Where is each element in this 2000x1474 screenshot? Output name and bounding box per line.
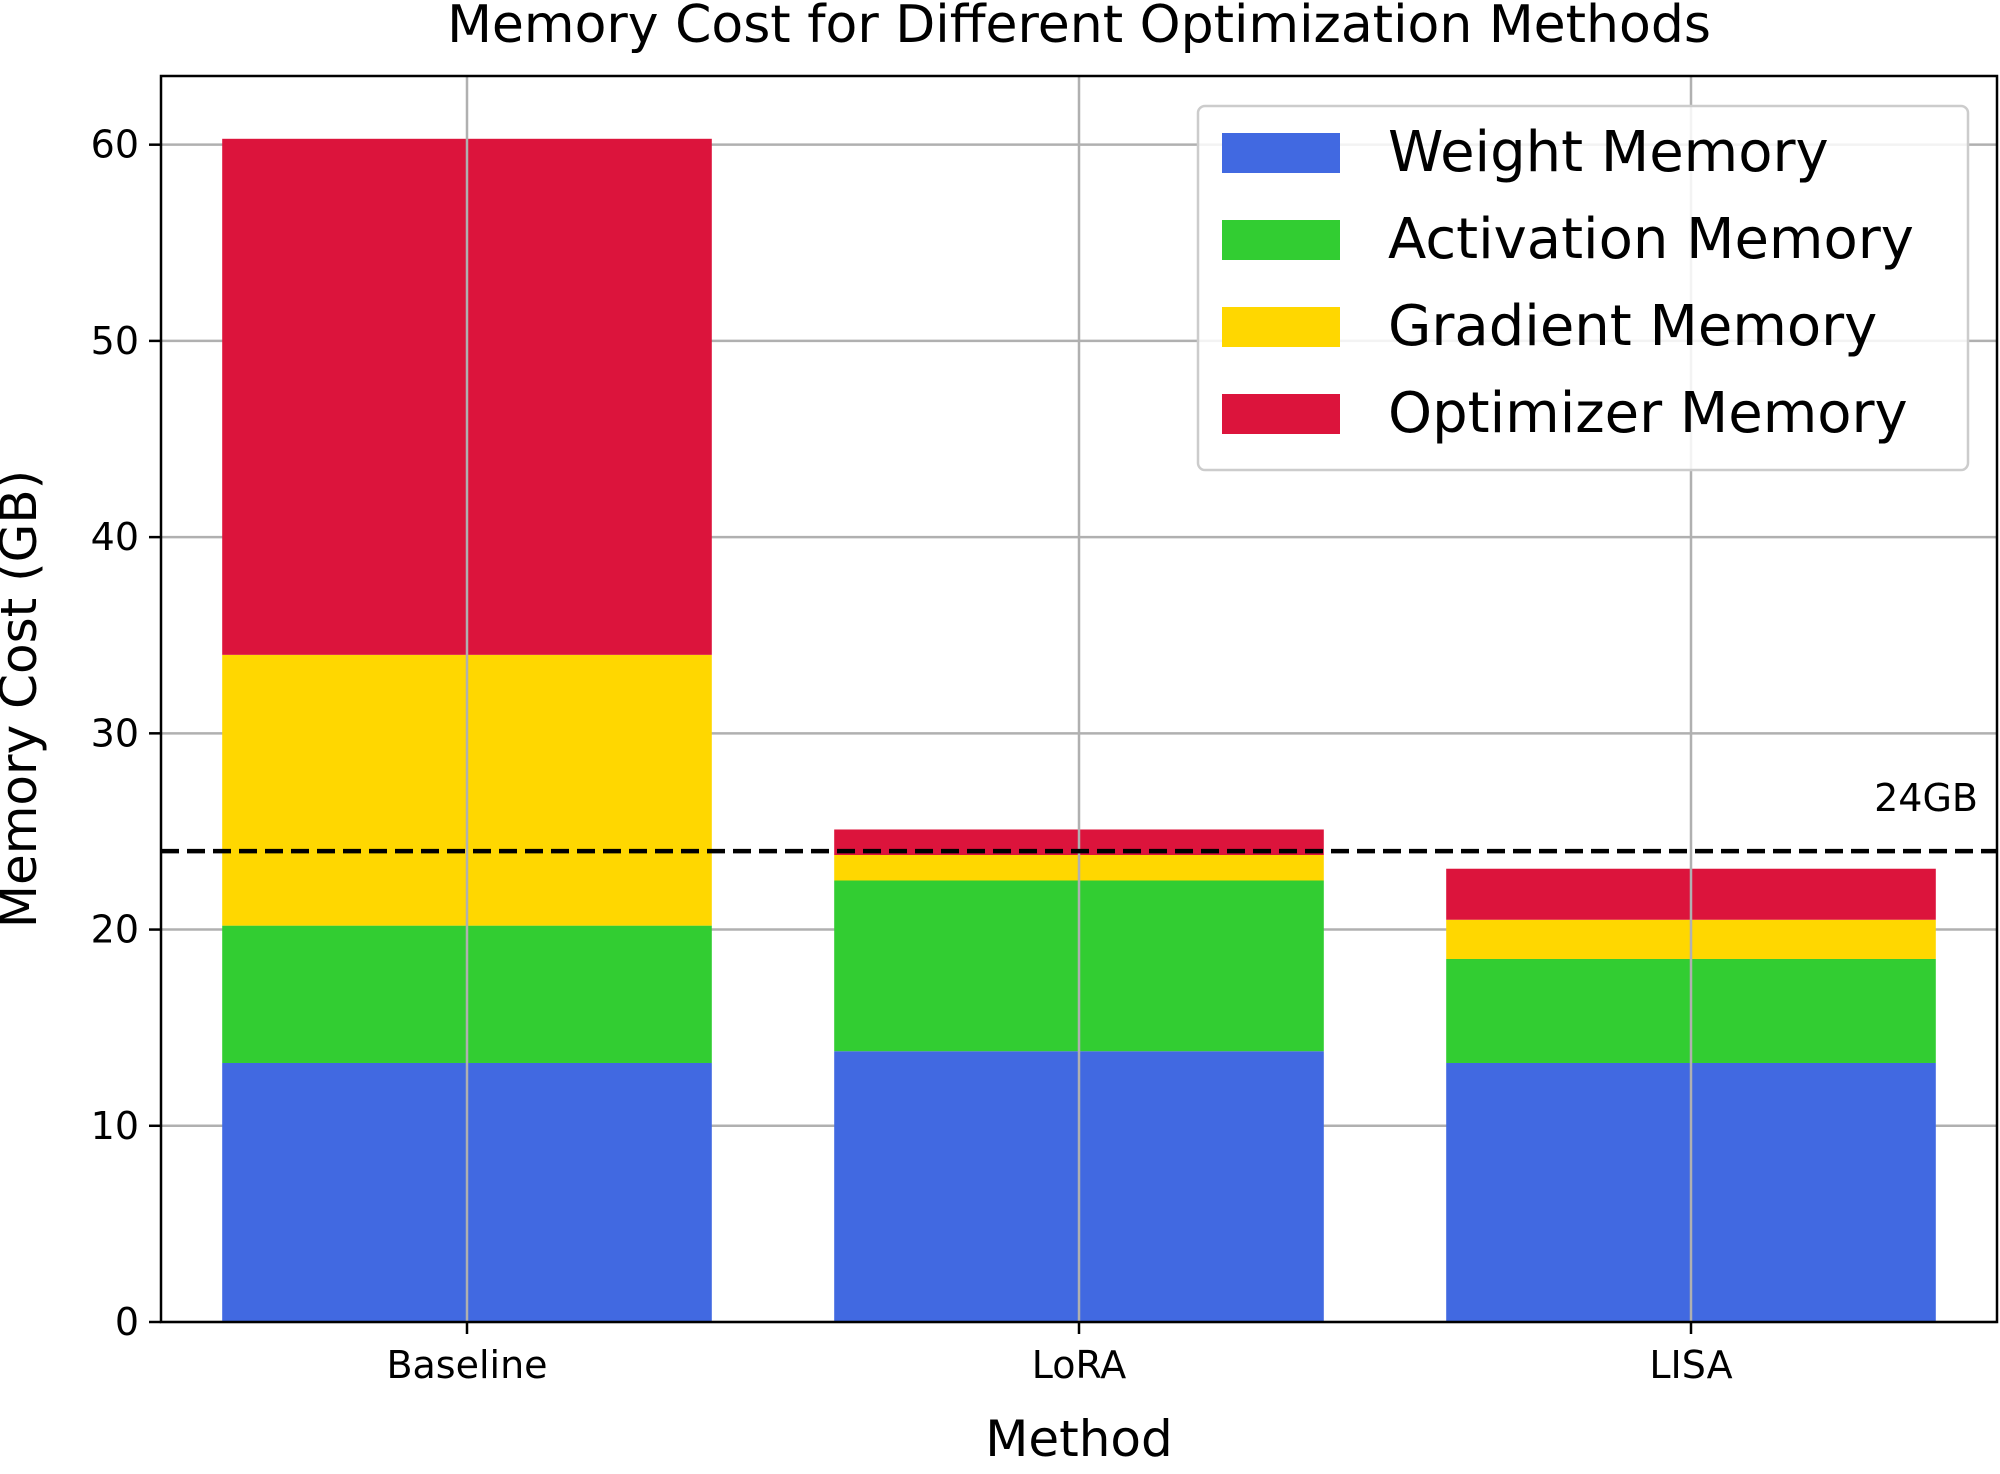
y-tick-label: 50	[91, 319, 139, 363]
legend-label: Gradient Memory	[1388, 294, 1877, 359]
y-axis: 0 10 20 30 40 50 60	[91, 123, 161, 1344]
x-tick-label: LISA	[1649, 1343, 1732, 1387]
reference-line-group: 24GB	[161, 776, 1997, 854]
legend-box	[1196, 104, 1970, 472]
y-tick-label: 30	[91, 711, 139, 755]
legend-swatch	[1222, 220, 1340, 260]
y-tick-label: 20	[91, 908, 139, 952]
x-tick-label: Baseline	[386, 1343, 547, 1387]
legend-label: Optimizer Memory	[1388, 381, 1908, 446]
legend-swatch	[1222, 307, 1340, 347]
x-axis-label: Method	[985, 1410, 1173, 1468]
y-tick-label: 10	[91, 1104, 139, 1148]
chart-title: Memory Cost for Different Optimization M…	[447, 0, 1711, 55]
legend: Weight Memory Activation Memory Gradient M…	[1196, 104, 1970, 472]
y-tick-label: 40	[91, 515, 139, 559]
y-axis-label: Memory Cost (GB)	[0, 470, 48, 928]
x-axis: Baseline LoRA LISA	[386, 1322, 1733, 1387]
legend-swatch	[1222, 394, 1340, 434]
legend-label: Weight Memory	[1388, 120, 1829, 185]
x-tick-label: LoRA	[1032, 1343, 1127, 1387]
y-tick-label: 0	[115, 1300, 139, 1344]
y-tick-label: 60	[91, 123, 139, 167]
reference-line-label: 24GB	[1874, 776, 1978, 820]
legend-label: Activation Memory	[1388, 207, 1914, 272]
legend-swatch	[1222, 133, 1340, 173]
